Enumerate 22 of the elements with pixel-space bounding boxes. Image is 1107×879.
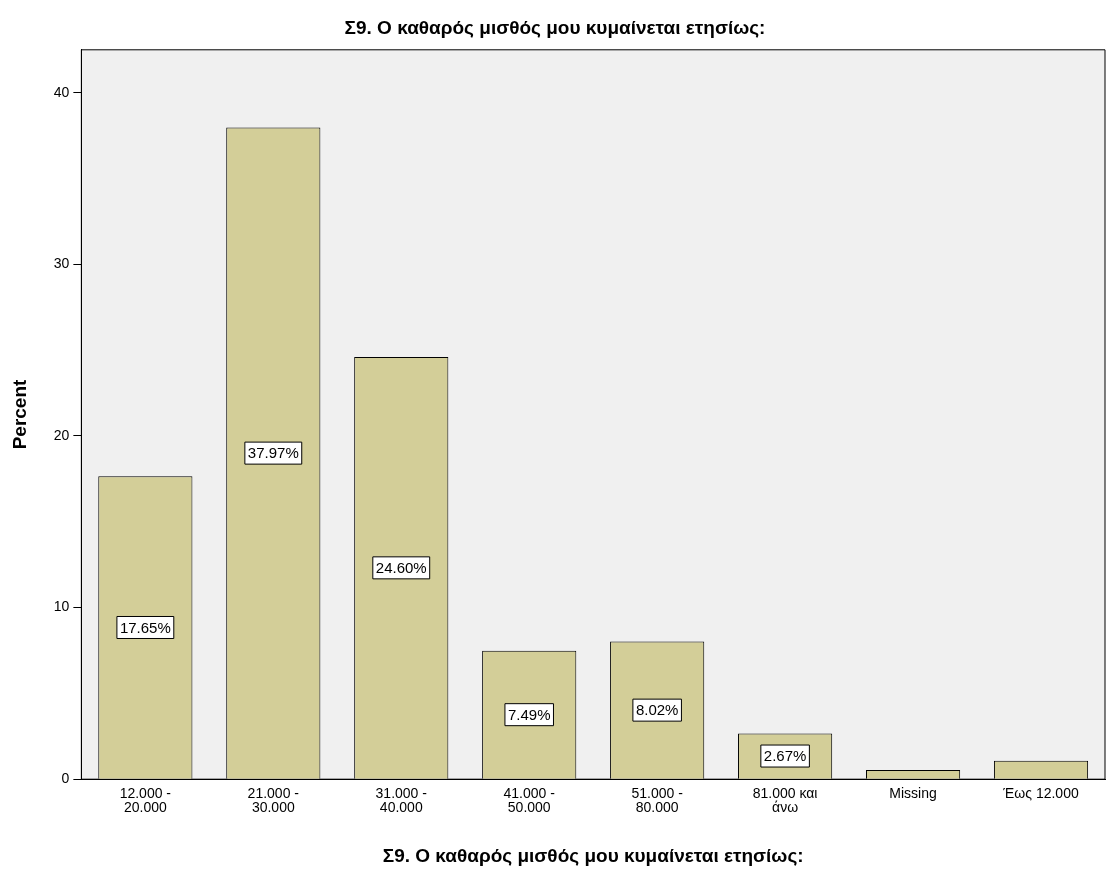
data-label: 7.49% <box>507 705 551 723</box>
y-tick-label: 0 <box>61 770 70 787</box>
y-tick-label: 40 <box>53 83 70 100</box>
x-tick-label: 81.000 και άνω <box>752 785 818 816</box>
data-label: 37.97% <box>247 444 299 462</box>
data-label: 24.60% <box>375 558 427 576</box>
data-label: 8.02% <box>635 701 679 719</box>
x-tick-label: Missing <box>889 785 937 802</box>
x-axis-title: Σ9. Ο καθαρός μισθός μου κυμαίνεται ετησίως: <box>382 844 804 866</box>
y-tick-label: 10 <box>53 598 70 615</box>
data-label: 2.67% <box>763 747 807 765</box>
x-tick-label: 51.000 - 80.000 <box>631 785 684 816</box>
chart-title: Σ9. Ο καθαρός μισθός μου κυμαίνεται ετησίως: <box>344 16 766 38</box>
x-tick-label: 31.000 - 40.000 <box>375 785 428 816</box>
x-tick-label: 41.000 - 50.000 <box>503 785 556 816</box>
data-label: 17.65% <box>119 618 171 636</box>
y-tick-label: 30 <box>53 255 70 272</box>
y-tick-label: 20 <box>53 426 70 443</box>
x-tick-label: Έως 12.000 <box>1002 785 1079 802</box>
x-tick-label: 12.000 - 20.000 <box>119 785 172 816</box>
x-tick-label: 21.000 - 30.000 <box>247 785 300 816</box>
y-axis-title: Percent <box>8 378 30 450</box>
